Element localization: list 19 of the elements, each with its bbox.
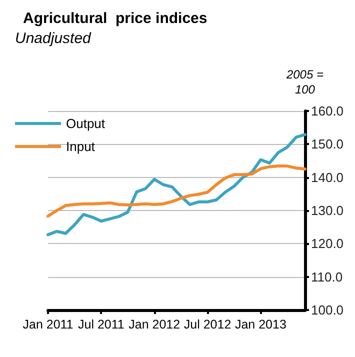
x-tick-label: Jan 2013 bbox=[234, 318, 286, 332]
chart-subtitle: Unadjusted bbox=[15, 30, 92, 47]
x-tick-label: Jan 2012 bbox=[128, 318, 180, 332]
x-tick-label: Jul 2012 bbox=[184, 318, 232, 332]
y-tick-label: 100.0 bbox=[311, 302, 344, 318]
y-tick-label: 130.0 bbox=[311, 203, 344, 218]
line-series bbox=[46, 133, 306, 236]
legend-label: Output bbox=[66, 116, 106, 131]
chart-title: Agricultural price indices bbox=[23, 10, 208, 27]
y-tick-label: 150.0 bbox=[311, 136, 344, 152]
y-tick-label: 110.0 bbox=[311, 269, 343, 284]
legend-label: Input bbox=[66, 139, 96, 154]
y-axis-title: 2005 = 100 bbox=[285, 68, 324, 96]
y-tick-label: 140.0 bbox=[311, 170, 344, 185]
y-tick-label: 120.0 bbox=[311, 236, 344, 252]
y-tick-label: 160.0 bbox=[311, 104, 344, 118]
line-series bbox=[46, 164, 306, 218]
x-tick-label: Jul 2011 bbox=[78, 318, 124, 332]
x-tick-label: Jan 2011 bbox=[22, 318, 74, 332]
